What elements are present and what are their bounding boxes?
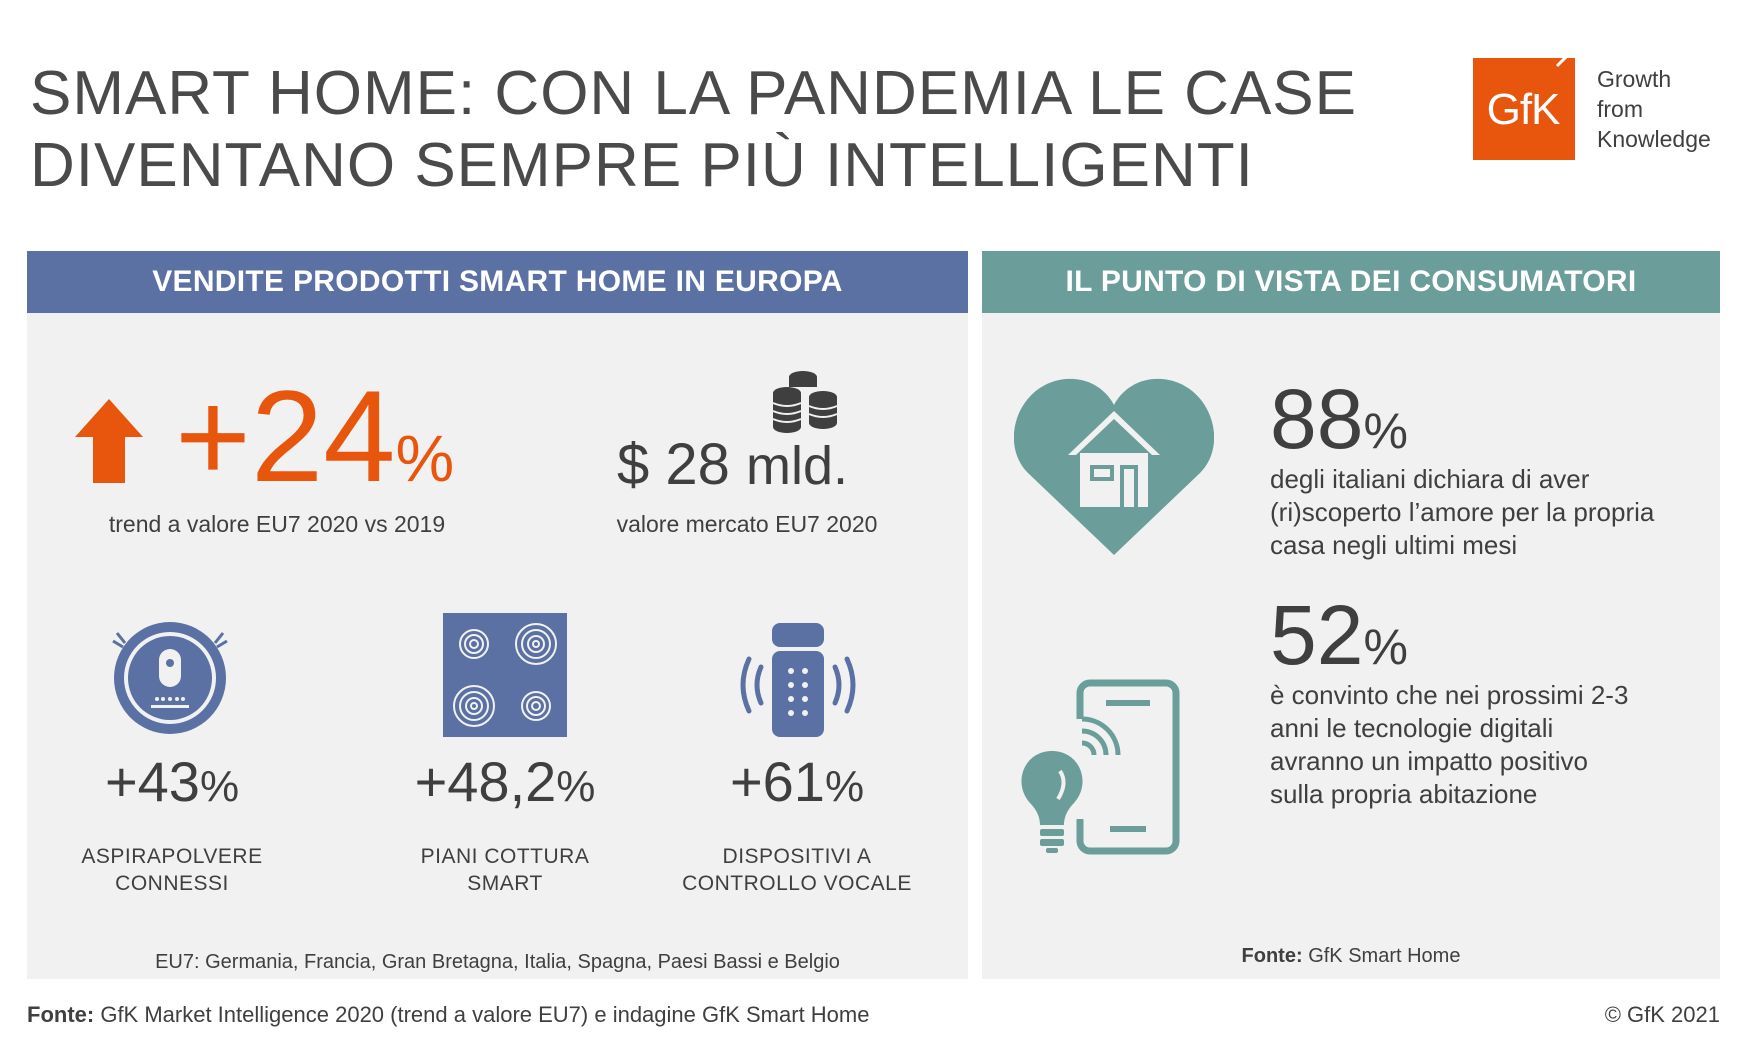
cooktop-value: +48,2 <box>414 750 557 813</box>
tagline-line-2: from <box>1597 96 1643 122</box>
title-line-1: SMART HOME: CON LA PANDEMIA LE CASE <box>30 59 1358 128</box>
cooktop-label-line-2: SMART <box>467 872 543 895</box>
market-value: $ 28 <box>617 432 730 497</box>
footer-source-text: GfK Market Intelligence 2020 (trend a va… <box>100 1002 870 1027</box>
sales-panel-title: VENDITE PRODOTTI SMART HOME IN EUROPA <box>27 251 968 313</box>
trend-unit: % <box>395 421 455 495</box>
category-label-speaker: DISPOSITIVI A CONTROLLO VOCALE <box>677 843 917 897</box>
stat-88-value: 88 <box>1270 372 1364 466</box>
consumers-panel: IL PUNTO DI VISTA DEI CONSUMATORI 88% de… <box>982 251 1720 979</box>
stat-52-unit: % <box>1363 619 1408 675</box>
stat-88-unit: % <box>1363 403 1408 459</box>
speaker-label-line-1: DISPOSITIVI A <box>722 845 872 868</box>
cooktop-icon <box>443 613 567 742</box>
stat-52-value: 52 <box>1270 588 1364 682</box>
stat-52-text-line-1: è convinto che nei prossimi 2-3 <box>1270 680 1629 710</box>
market-caption: valore mercato EU7 2020 <box>616 511 878 537</box>
copyright: © GfK 2021 <box>1604 1002 1720 1027</box>
stat-52-text-line-2: anni le tecnologie digitali <box>1270 713 1554 743</box>
consumer-stat-88: 88% <box>1270 377 1408 473</box>
gfk-logo-mark: GfK <box>1473 58 1575 160</box>
category-label-cooktop: PIANI COTTURA SMART <box>395 843 615 897</box>
footer-source-label: Fonte: <box>27 1002 95 1027</box>
market-stat: $ 28 mld. <box>617 431 848 498</box>
consumer-text-52: è convinto che nei prossimi 2-3 anni le … <box>1270 679 1710 811</box>
vacuum-label-line-1: ASPIRAPOLVERE <box>81 845 263 868</box>
vacuum-value: +43 <box>104 750 200 813</box>
svg-text:GfK: GfK <box>1487 85 1560 134</box>
tagline-line-3: Knowledge <box>1597 126 1711 152</box>
trend-caption: trend a valore EU7 2020 vs 2019 <box>108 511 446 537</box>
trend-stat: +24% <box>175 371 454 523</box>
category-stat-vacuum: +43% <box>67 749 277 814</box>
smart-speaker-icon <box>739 623 857 744</box>
stat-88-text-line-2: (ri)scoperto l’amore per la propria <box>1270 497 1655 527</box>
consumers-source-label: Fonte: <box>1241 945 1303 967</box>
stat-88-text-line-3: casa negli ultimi mesi <box>1270 530 1518 560</box>
eu7-footnote: EU7: Germania, Francia, Gran Bretagna, I… <box>155 951 840 973</box>
consumer-text-88: degli italiani dichiara di aver (ri)scop… <box>1270 463 1710 562</box>
consumers-source: Fonte: GfK Smart Home <box>982 945 1720 968</box>
vacuum-unit: % <box>199 762 240 811</box>
stat-52-text-line-3: avranno un impatto positivo <box>1270 746 1588 776</box>
phone-bulb-icon <box>1014 679 1194 860</box>
robot-vacuum-icon <box>111 619 229 742</box>
arrow-up-icon <box>75 399 143 488</box>
title-line-2: DIVENTANO SEMPRE PIÙ INTELLIGENTI <box>30 131 1254 200</box>
cooktop-label-line-1: PIANI COTTURA <box>420 845 590 868</box>
tagline-line-1: Growth <box>1597 66 1672 92</box>
consumers-source-text: GfK Smart Home <box>1308 945 1461 967</box>
logo-tagline: Growth from Knowledge <box>1597 64 1711 154</box>
consumers-panel-title: IL PUNTO DI VISTA DEI CONSUMATORI <box>982 251 1720 313</box>
category-stat-speaker: +61% <box>697 749 897 814</box>
speaker-unit: % <box>824 762 865 811</box>
vacuum-label-line-2: CONNESSI <box>115 872 229 895</box>
speaker-label-line-2: CONTROLLO VOCALE <box>682 872 912 895</box>
stat-88-text-line-1: degli italiani dichiara di aver <box>1270 464 1590 494</box>
sales-panel: VENDITE PRODOTTI SMART HOME IN EUROPA +2… <box>27 251 968 979</box>
speaker-value: +61 <box>729 750 825 813</box>
category-stat-cooktop: +48,2% <box>397 749 613 814</box>
heart-house-icon <box>1013 369 1215 564</box>
footer-source: Fonte: GfK Market Intelligence 2020 (tre… <box>27 1002 869 1028</box>
consumer-stat-52: 52% <box>1270 593 1408 689</box>
cooktop-unit: % <box>556 762 596 811</box>
market-unit: mld. <box>746 436 849 496</box>
coins-icon <box>771 369 843 440</box>
stat-52-text-line-4: sulla propria abitazione <box>1270 779 1538 809</box>
category-label-vacuum: ASPIRAPOLVERE CONNESSI <box>57 843 287 897</box>
trend-value: +24 <box>175 363 396 509</box>
page-title: SMART HOME: CON LA PANDEMIA LE CASE DIVE… <box>30 58 1357 202</box>
